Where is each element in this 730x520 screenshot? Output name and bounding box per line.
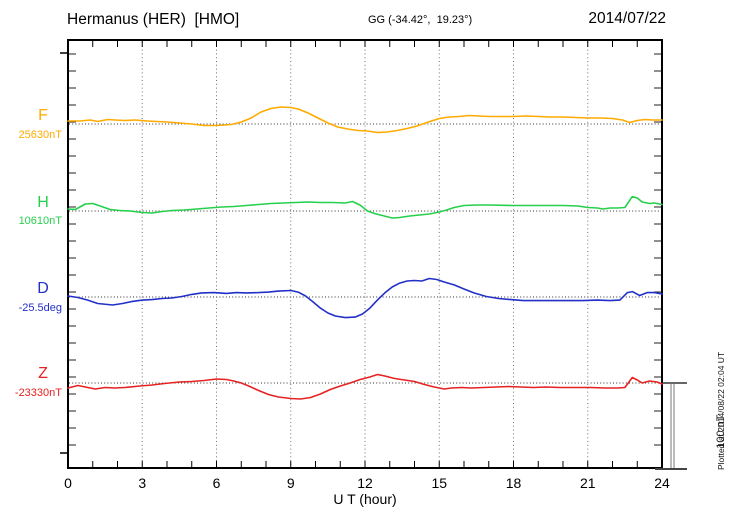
plotted-at-note: Plotted at 2014/08/22 02:04 UT (716, 351, 726, 470)
x-tick-label-24: 24 (654, 475, 670, 491)
x-tick-label-6: 6 (212, 475, 221, 491)
channel-Z-baseline-value: -23330nT (14, 387, 62, 399)
plot-date: 2014/07/22 (588, 10, 666, 27)
x-tick-label-21: 21 (579, 475, 596, 491)
geographic-coordinates: GG (-34.42°, 19.23°) (368, 14, 473, 26)
channel-F-baseline-value: 25630nT (18, 129, 62, 141)
x-tick-label-9: 9 (286, 475, 295, 491)
x-tick-label-18: 18 (505, 475, 522, 491)
channel-D-baseline-value: -25.5deg (18, 302, 62, 314)
channel-Z-letter: Z (38, 365, 48, 382)
plot-border (67, 39, 663, 469)
x-axis-tick-labels: 0 3 6 9 12 15 18 21 24 (0, 475, 730, 493)
trace-H (67, 195, 663, 219)
trace-F (67, 106, 663, 134)
x-tick-label-3: 3 (138, 475, 147, 491)
x-tick-label-12: 12 (357, 475, 373, 491)
channel-H-letter: H (37, 194, 49, 211)
channel-D-letter: D (37, 280, 49, 297)
x-tick-label-15: 15 (431, 475, 448, 491)
x-tick-label-0: 0 (64, 475, 72, 491)
channel-H-baseline-value: 10610nT (18, 215, 62, 227)
station-title: Hermanus (HER) [HMO] (67, 11, 240, 28)
trace-Z (67, 373, 663, 400)
trace-D (67, 277, 663, 319)
x-axis-label: U T (hour) (333, 491, 397, 507)
channel-F-letter: F (38, 107, 48, 124)
